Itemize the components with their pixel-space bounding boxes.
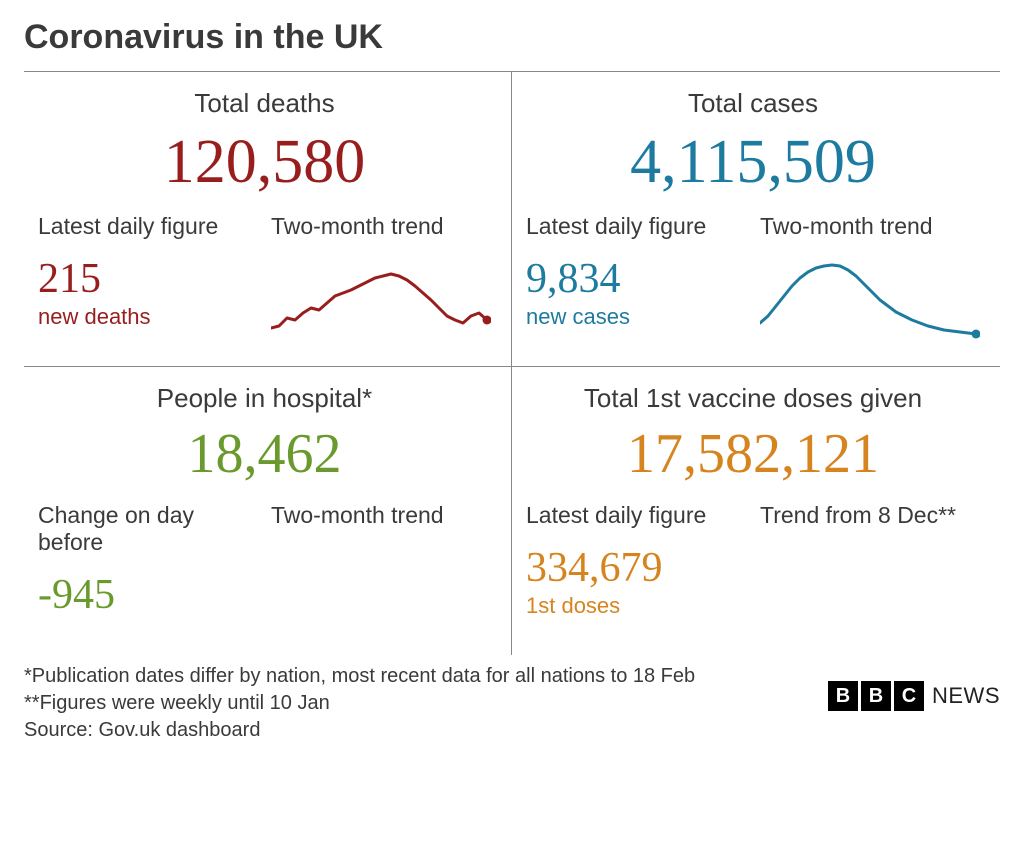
deaths-daily-value: 215	[38, 258, 251, 300]
deaths-daily-label: Latest daily figure	[38, 213, 251, 240]
hospital-change-value: -945	[38, 574, 251, 616]
panel-deaths-title: Total deaths	[38, 88, 491, 119]
bbc-logo-c: C	[894, 681, 924, 711]
deaths-trend-label: Two-month trend	[271, 213, 491, 240]
panel-hospital: People in hospital* 18,462 Change on day…	[24, 367, 512, 655]
panel-deaths: Total deaths 120,580 Latest daily figure…	[24, 72, 512, 367]
cases-daily-label: Latest daily figure	[526, 213, 740, 240]
stats-grid: Total deaths 120,580 Latest daily figure…	[24, 72, 1000, 655]
cases-trend-label: Two-month trend	[760, 213, 980, 240]
vaccine-sparkline	[760, 547, 980, 637]
hospital-sparkline	[271, 547, 491, 637]
bbc-news-logo: B B C NEWS	[828, 681, 1000, 711]
hospital-trend-label: Two-month trend	[271, 502, 491, 529]
cases-total: 4,115,509	[526, 131, 980, 193]
panel-vaccine-title: Total 1st vaccine doses given	[526, 383, 980, 414]
cases-daily-caption: new cases	[526, 304, 740, 330]
panel-cases: Total cases 4,115,509 Latest daily figur…	[512, 72, 1000, 367]
cases-daily-value: 9,834	[526, 258, 740, 300]
bbc-logo-b2: B	[861, 681, 891, 711]
cases-sparkline	[760, 258, 980, 348]
bbc-news-text: NEWS	[932, 681, 1000, 711]
vaccine-daily-caption: 1st doses	[526, 593, 740, 619]
vaccine-total: 17,582,121	[526, 426, 980, 482]
deaths-total: 120,580	[38, 131, 491, 193]
footnotes: *Publication dates differ by nation, mos…	[24, 655, 1000, 744]
footnote-source: Source: Gov.uk dashboard	[24, 717, 1000, 744]
deaths-daily-caption: new deaths	[38, 304, 251, 330]
hospital-total: 18,462	[38, 426, 491, 482]
vaccine-trend-label: Trend from 8 Dec**	[760, 502, 980, 529]
deaths-sparkline	[271, 258, 491, 348]
panel-hospital-title: People in hospital*	[38, 383, 491, 414]
page-title: Coronavirus in the UK	[24, 18, 1000, 72]
panel-vaccine: Total 1st vaccine doses given 17,582,121…	[512, 367, 1000, 655]
vaccine-daily-label: Latest daily figure	[526, 502, 740, 529]
bbc-logo-b1: B	[828, 681, 858, 711]
hospital-change-label: Change on day before	[38, 502, 251, 556]
vaccine-daily-value: 334,679	[526, 547, 740, 589]
panel-cases-title: Total cases	[526, 88, 980, 119]
